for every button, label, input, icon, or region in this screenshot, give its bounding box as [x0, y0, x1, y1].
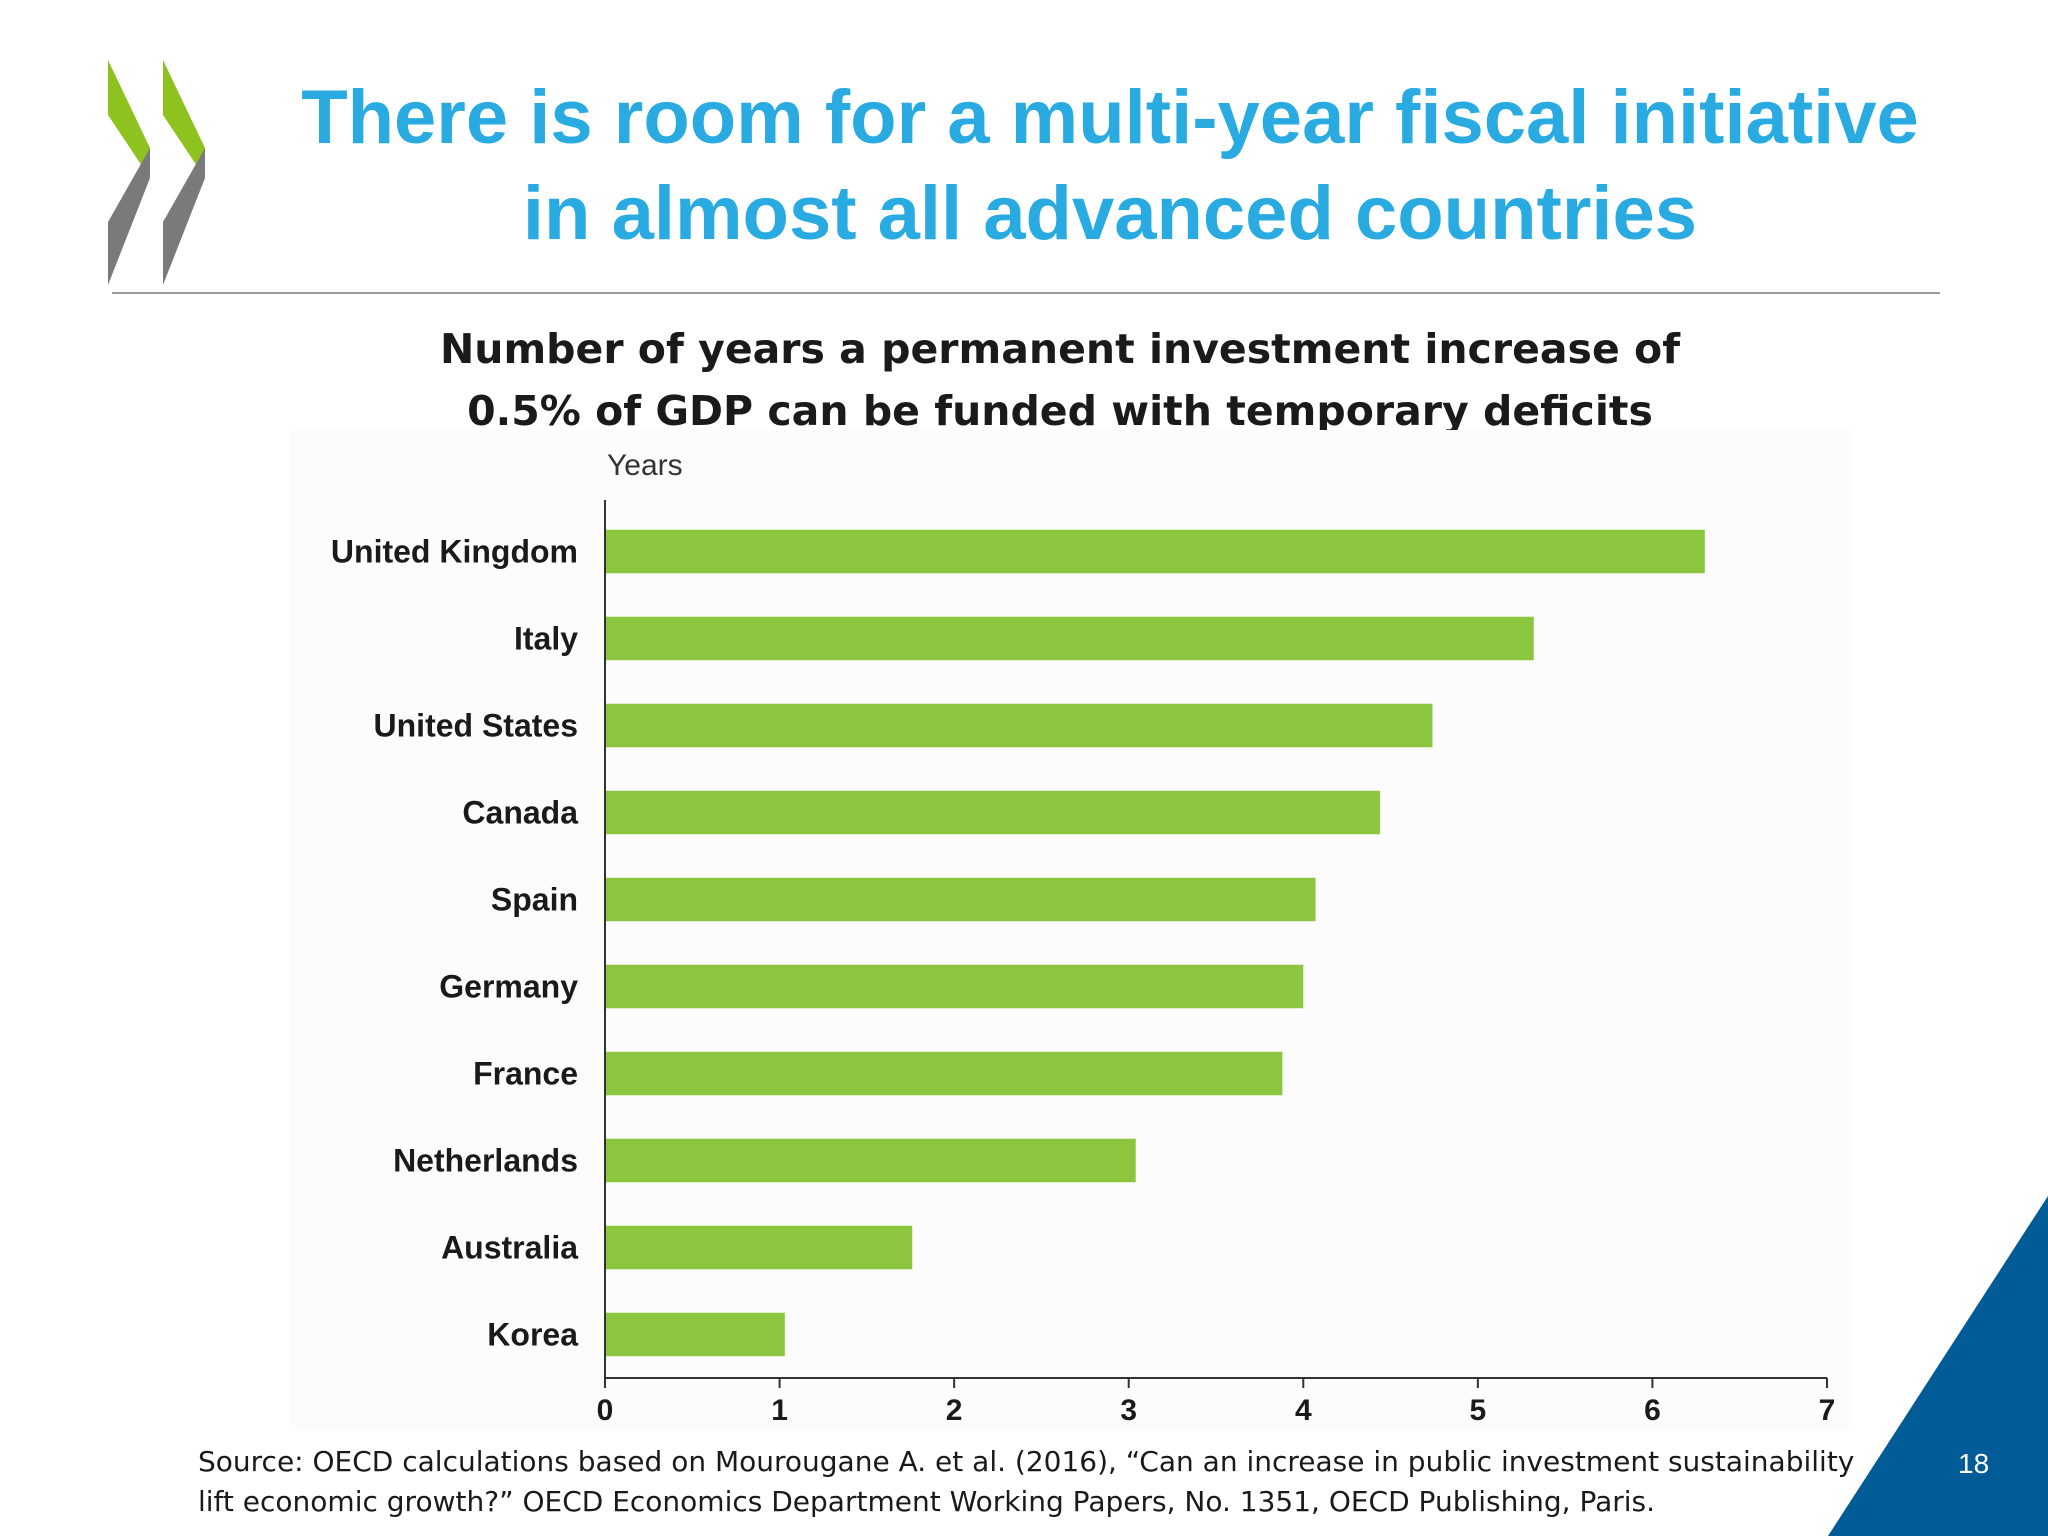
- category-label: Germany: [439, 969, 578, 1005]
- x-tick-label: 6: [1644, 1394, 1661, 1427]
- category-label: France: [473, 1056, 578, 1092]
- title-divider: [112, 292, 1940, 294]
- category-label: Italy: [514, 621, 578, 657]
- source-line: lift economic growth?” OECD Economics De…: [198, 1485, 1656, 1518]
- corner-triangle: [1828, 1196, 2048, 1536]
- bar: [605, 964, 1304, 1009]
- bar: [605, 616, 1534, 661]
- x-tick-label: 3: [1120, 1394, 1137, 1427]
- category-label: Spain: [491, 882, 578, 918]
- category-label: Canada: [462, 795, 578, 831]
- source-line: Source: OECD calculations based on Mouro…: [198, 1445, 1855, 1478]
- bar: [605, 1225, 913, 1270]
- slide-title: There is room for a multi-year fiscal in…: [220, 70, 2000, 262]
- source-note: Source: OECD calculations based on Mouro…: [198, 1442, 1898, 1522]
- chart-title: Number of years a permanent investment i…: [300, 318, 1820, 442]
- x-tick-label: 5: [1470, 1394, 1487, 1427]
- x-tick-label: 1: [771, 1394, 788, 1427]
- page-number: 18: [1958, 1448, 1990, 1479]
- bar: [605, 790, 1381, 835]
- bar: [605, 1138, 1136, 1183]
- axis-label: Years: [607, 449, 683, 482]
- bar: [605, 703, 1433, 748]
- slide-title-line: There is room for a multi-year fiscal in…: [301, 75, 1919, 160]
- bar: [605, 877, 1316, 922]
- oecd-chevrons-logo-icon: [108, 60, 205, 285]
- category-label: United States: [374, 708, 578, 744]
- slide-title-line: in almost all advanced countries: [522, 171, 1698, 256]
- chart-area: United Kingdom Italy United States Canada Sp…: [290, 430, 1850, 1430]
- chart-title-line: Number of years a permanent investment i…: [439, 325, 1681, 373]
- chart-title-line: 0.5% of GDP can be funded with temporary…: [467, 387, 1653, 435]
- x-tick-label: 0: [597, 1394, 614, 1427]
- bar-chart: United Kingdom Italy United States Canada Sp…: [331, 449, 1836, 1427]
- x-tick-label: 7: [1819, 1394, 1836, 1427]
- x-tick-label: 2: [946, 1394, 963, 1427]
- bar: [605, 1051, 1283, 1096]
- category-label: Australia: [441, 1230, 578, 1266]
- category-label: Korea: [487, 1317, 578, 1353]
- category-label: United Kingdom: [331, 534, 578, 570]
- bar: [605, 529, 1705, 574]
- category-label: Netherlands: [393, 1143, 578, 1179]
- x-tick-label: 4: [1295, 1394, 1312, 1427]
- bar: [605, 1312, 785, 1357]
